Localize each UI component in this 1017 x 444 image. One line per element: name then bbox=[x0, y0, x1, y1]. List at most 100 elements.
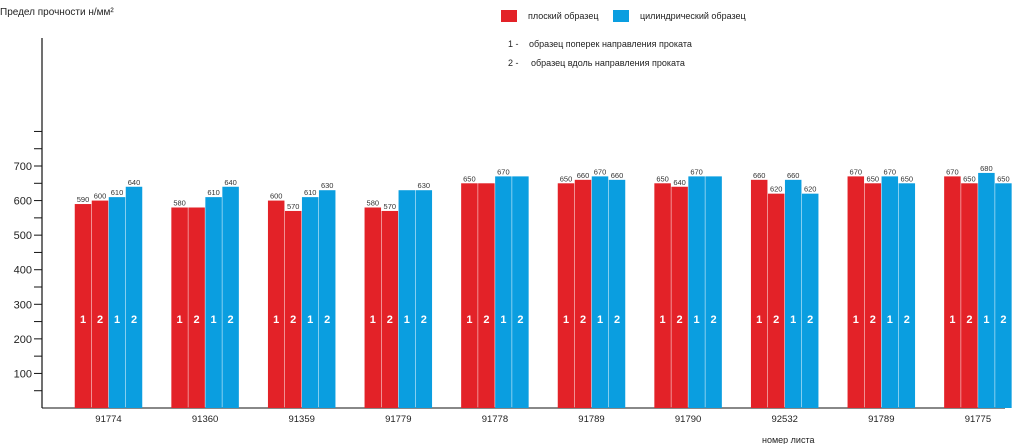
bar-number-label: 1 bbox=[370, 314, 376, 326]
x-tick-label: 91360 bbox=[192, 414, 218, 425]
x-tick-label: 92532 bbox=[771, 414, 797, 425]
bar-value-label: 670 bbox=[690, 167, 703, 176]
bar-number-label: 2 bbox=[966, 314, 972, 326]
bar bbox=[944, 176, 961, 408]
bar-number-label: 2 bbox=[807, 314, 813, 326]
note-1-text: образец поперек направления проката bbox=[529, 39, 692, 49]
bar-value-label: 670 bbox=[850, 167, 863, 176]
legend-label-cylindrical: цилиндрический образец bbox=[640, 11, 746, 21]
bar-value-label: 610 bbox=[207, 188, 220, 197]
note-2-num: 2 - bbox=[508, 58, 519, 68]
notes: 1 - образец поперек направления проката … bbox=[508, 39, 692, 68]
bar bbox=[301, 197, 319, 408]
bar bbox=[767, 193, 785, 408]
bar-value-label: 670 bbox=[946, 167, 959, 176]
bar-value-label: 630 bbox=[321, 181, 334, 190]
x-tick-label: 91779 bbox=[385, 414, 411, 425]
bar-value-label: 680 bbox=[980, 164, 993, 173]
bar-group: 1 670 2 650 1 670 2 650 bbox=[847, 167, 916, 408]
bar-group: 1 660 2 620 1 660 2 620 bbox=[750, 171, 819, 408]
bar-number-label: 1 bbox=[466, 314, 472, 326]
bar-value-label: 660 bbox=[577, 171, 590, 180]
bar-number-label: 1 bbox=[211, 314, 217, 326]
bar-value-label: 640 bbox=[128, 178, 141, 187]
x-tick-label: 91790 bbox=[675, 414, 701, 425]
bar bbox=[995, 183, 1012, 408]
bar-value-label: 640 bbox=[673, 178, 686, 187]
bar-value-label: 580 bbox=[367, 198, 380, 207]
bar-number-label: 1 bbox=[983, 314, 989, 326]
x-tick-label: 91775 bbox=[965, 414, 991, 425]
bar bbox=[608, 179, 626, 408]
bar-number-label: 2 bbox=[870, 314, 876, 326]
bar-number-label: 1 bbox=[80, 314, 86, 326]
bar-number-label: 2 bbox=[904, 314, 910, 326]
bar-number-label: 2 bbox=[290, 314, 296, 326]
bar-value-label: 600 bbox=[270, 192, 283, 201]
bar-number-label: 2 bbox=[324, 314, 330, 326]
bar-number-label: 1 bbox=[790, 314, 796, 326]
bar bbox=[978, 172, 995, 408]
bar-value-label: 590 bbox=[77, 195, 90, 204]
note-1-num: 1 - bbox=[508, 39, 519, 49]
bar-number-label: 1 bbox=[273, 314, 279, 326]
bar-value-label: 580 bbox=[173, 198, 186, 207]
bar-value-label: 570 bbox=[287, 202, 300, 211]
bar bbox=[318, 190, 336, 408]
bar-number-label: 1 bbox=[597, 314, 603, 326]
bar-number-label: 2 bbox=[677, 314, 683, 326]
bar bbox=[750, 179, 768, 408]
bar bbox=[961, 183, 978, 408]
bar-number-label: 2 bbox=[580, 314, 586, 326]
y-tick-label: 400 bbox=[14, 265, 32, 277]
bar bbox=[512, 176, 529, 408]
bar bbox=[688, 176, 705, 408]
bar-number-label: 1 bbox=[694, 314, 700, 326]
bar-group: 1 590 2 600 1 610 2 640 bbox=[74, 178, 143, 408]
x-tick-label: 91774 bbox=[95, 414, 121, 425]
bar-number-label: 2 bbox=[97, 314, 103, 326]
bar bbox=[205, 197, 222, 408]
y-tick-label: 300 bbox=[14, 299, 32, 311]
bar-value-label: 670 bbox=[884, 167, 897, 176]
note-2-text: образец вдоль направления проката bbox=[531, 58, 685, 68]
legend-label-flat: плоский образец bbox=[528, 11, 598, 21]
bar-number-label: 1 bbox=[660, 314, 666, 326]
bar-value-label: 650 bbox=[463, 174, 476, 183]
bar bbox=[381, 210, 399, 408]
bar-number-label: 1 bbox=[853, 314, 859, 326]
x-axis-labels: 91774 91360 91359 91779 91778 91789 91790 92532… bbox=[95, 414, 991, 425]
bar-value-label: 610 bbox=[304, 188, 317, 197]
bar bbox=[415, 190, 433, 408]
bar bbox=[574, 179, 592, 408]
bar bbox=[801, 193, 819, 408]
bar-group: 1 600 2 570 1 610 2 630 bbox=[267, 181, 336, 408]
bar-number-label: 1 bbox=[563, 314, 569, 326]
bar-value-label: 640 bbox=[224, 178, 237, 187]
bar-number-label: 1 bbox=[114, 314, 120, 326]
x-axis-title: номер листа bbox=[762, 435, 814, 444]
bar-number-label: 2 bbox=[614, 314, 620, 326]
bar bbox=[188, 207, 205, 408]
bar-number-label: 1 bbox=[949, 314, 955, 326]
bar bbox=[478, 183, 495, 408]
bar bbox=[125, 186, 143, 408]
bar-number-label: 1 bbox=[177, 314, 183, 326]
bar-value-label: 660 bbox=[611, 171, 624, 180]
y-tick-label: 500 bbox=[14, 230, 32, 242]
x-tick-label: 91789 bbox=[868, 414, 894, 425]
bar-value-label: 600 bbox=[94, 192, 107, 201]
bar-group: 1 670 2 650 1 680 2 650 bbox=[944, 164, 1012, 408]
bar-number-label: 2 bbox=[421, 314, 427, 326]
bar bbox=[654, 183, 671, 408]
bar-number-label: 1 bbox=[404, 314, 410, 326]
x-tick-label: 91789 bbox=[578, 414, 604, 425]
bar-group: 1 650 2 640 1 670 2 bbox=[654, 167, 722, 408]
bar-value-label: 650 bbox=[560, 174, 573, 183]
chart-title: Предел прочности н/мм² bbox=[0, 7, 114, 18]
bar-number-label: 2 bbox=[228, 314, 234, 326]
